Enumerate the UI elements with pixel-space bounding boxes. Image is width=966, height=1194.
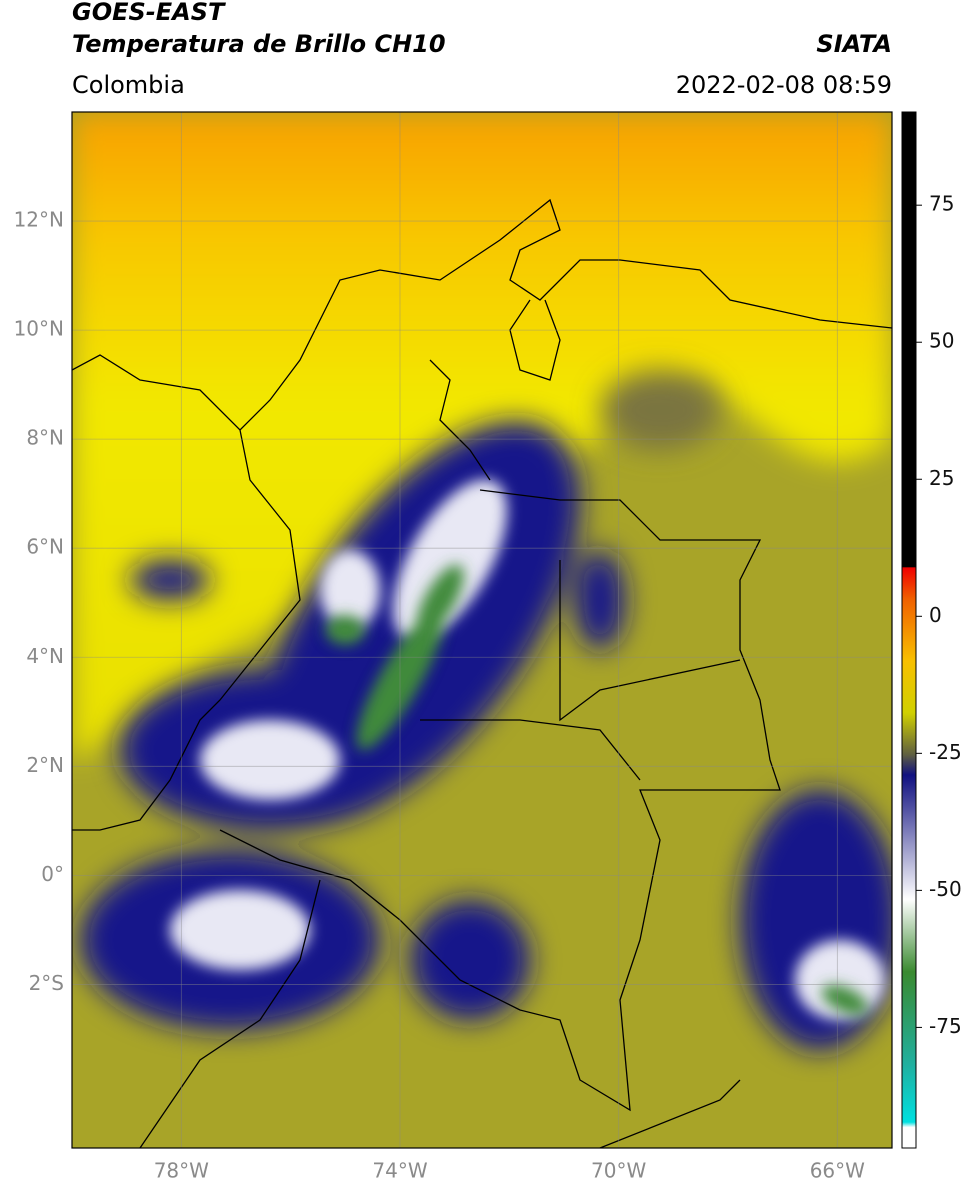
- colorbar-tick-label: -25: [929, 740, 962, 764]
- colorbar-tick-label: -75: [929, 1014, 962, 1038]
- colorbar: [901, 111, 917, 1149]
- timestamp: 2022-02-08 08:59: [676, 71, 892, 99]
- colorbar-tick-label: 50: [929, 329, 954, 353]
- lat-tick-label: 2°N: [26, 753, 64, 777]
- lon-tick-label: 78°W: [154, 1159, 209, 1183]
- satellite-image: [72, 112, 892, 1148]
- lat-tick-label: 0°: [41, 862, 64, 886]
- lat-tick-label: 2°S: [29, 971, 64, 995]
- colorbar-tick-label: -50: [929, 877, 962, 901]
- lon-tick-label: 70°W: [591, 1159, 646, 1183]
- source: SIATA: [816, 30, 892, 58]
- lat-tick-label: 10°N: [14, 317, 64, 341]
- region: Colombia: [72, 71, 185, 99]
- lon-tick-label: 74°W: [372, 1159, 427, 1183]
- lon-tick-label: 66°W: [810, 1159, 865, 1183]
- graticule: [72, 112, 892, 1148]
- subtitle: Temperatura de Brillo CH10: [72, 30, 446, 58]
- lat-tick-label: 12°N: [14, 208, 64, 232]
- colorbar-tick-label: 75: [929, 192, 954, 216]
- lat-tick-label: 4°N: [26, 644, 64, 668]
- colorbar-tick-label: 25: [929, 466, 954, 490]
- colorbar-tick-label: 0: [929, 603, 942, 627]
- lat-tick-label: 8°N: [26, 426, 64, 450]
- map-frame: [71, 111, 893, 1149]
- lat-tick-label: 6°N: [26, 535, 64, 559]
- title: GOES-EAST: [72, 0, 226, 26]
- coastlines: [72, 198, 892, 1148]
